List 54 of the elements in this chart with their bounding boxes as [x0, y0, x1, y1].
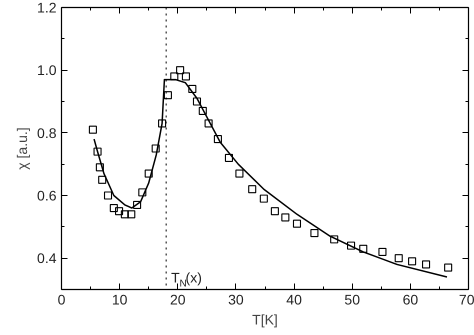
point — [248, 185, 256, 194]
point — [176, 66, 184, 74]
point — [96, 163, 104, 172]
point — [378, 248, 386, 256]
x-tick-label: 10 — [112, 292, 128, 308]
point — [158, 119, 166, 128]
point — [224, 154, 233, 162]
point — [394, 254, 403, 262]
point — [347, 242, 356, 250]
y-tick-label: 1.2 — [37, 0, 57, 16]
point — [170, 72, 178, 80]
x-tick-label: 50 — [344, 292, 360, 308]
point — [110, 204, 118, 212]
point — [408, 257, 416, 266]
point — [330, 235, 338, 244]
point — [444, 264, 452, 272]
point — [138, 188, 146, 196]
x-tick-label: 70 — [458, 292, 474, 308]
point — [133, 200, 142, 209]
y-tick-label: 0.6 — [37, 188, 57, 204]
point — [152, 144, 160, 153]
point — [235, 170, 244, 178]
point — [120, 210, 129, 218]
point — [198, 106, 207, 115]
x-tick-label: 30 — [228, 292, 244, 308]
point — [182, 72, 190, 80]
point — [292, 220, 302, 228]
point — [88, 126, 97, 134]
point — [115, 207, 124, 216]
point — [144, 170, 153, 178]
point — [422, 260, 430, 268]
point — [98, 176, 106, 184]
point — [359, 244, 368, 253]
x-tick-label: 20 — [170, 292, 186, 308]
y-axis-title: χ [a.u.] — [14, 127, 30, 170]
point — [270, 207, 279, 216]
x-axis-title: T[K] — [252, 312, 278, 328]
point — [281, 213, 290, 222]
y-tick-label: 0.8 — [37, 124, 57, 141]
x-tick-label: 40 — [286, 292, 302, 308]
point — [127, 210, 136, 218]
point — [260, 194, 268, 203]
point — [104, 191, 112, 200]
point — [94, 148, 102, 156]
point — [192, 97, 202, 106]
x-tick-label: 60 — [402, 292, 418, 308]
point — [204, 119, 213, 128]
point — [164, 91, 172, 100]
y-tick-label: 1.0 — [37, 62, 57, 78]
y-tick-label: 0.4 — [37, 250, 57, 266]
point — [310, 229, 318, 238]
point — [188, 84, 196, 94]
x-tick-label: 0 — [58, 292, 66, 308]
point — [214, 135, 222, 144]
